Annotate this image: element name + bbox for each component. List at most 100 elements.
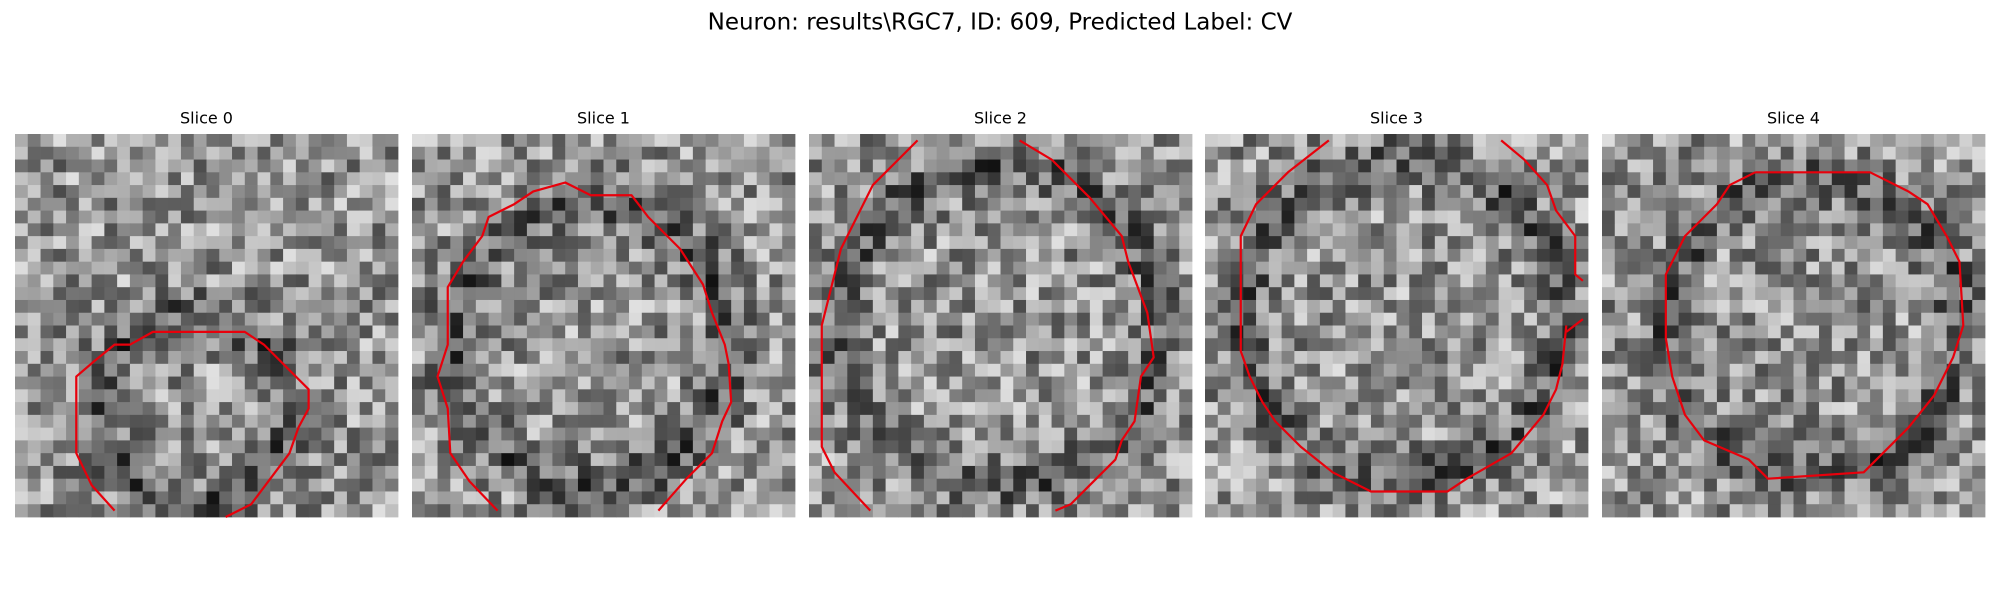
pixel xyxy=(860,210,874,224)
pixel xyxy=(834,453,848,467)
pixel xyxy=(629,414,643,429)
pixel xyxy=(718,299,732,314)
pixel xyxy=(257,402,271,416)
pixel xyxy=(412,248,426,263)
pixel xyxy=(424,491,438,505)
pixel xyxy=(616,478,630,492)
pixel xyxy=(987,402,1001,416)
pixel xyxy=(1140,134,1155,148)
pixel xyxy=(334,491,348,505)
pixel xyxy=(1000,312,1014,326)
pixel xyxy=(590,504,604,518)
pixel xyxy=(1511,414,1525,429)
pixel xyxy=(962,376,976,390)
pixel xyxy=(923,197,938,211)
pixel xyxy=(66,172,80,186)
pixel xyxy=(1345,376,1359,390)
pixel xyxy=(104,453,118,467)
pixel xyxy=(539,312,553,326)
pixel xyxy=(1128,491,1142,505)
pixel xyxy=(1729,325,1743,339)
pixel xyxy=(53,185,67,199)
pixel xyxy=(692,312,707,326)
pixel xyxy=(1256,159,1270,173)
pixel xyxy=(346,427,361,441)
pixel xyxy=(346,338,361,352)
pixel xyxy=(104,287,118,301)
pixel xyxy=(1345,223,1359,237)
pixel xyxy=(1895,134,1909,148)
pixel xyxy=(1447,453,1461,467)
pixel xyxy=(1370,363,1385,377)
pixel xyxy=(847,236,861,250)
pixel xyxy=(206,491,220,505)
pixel xyxy=(949,414,963,429)
pixel xyxy=(257,351,271,365)
pixel xyxy=(552,389,566,403)
pixel xyxy=(66,210,80,224)
pixel xyxy=(1409,363,1423,377)
pixel xyxy=(1422,197,1436,211)
pixel xyxy=(1102,299,1116,314)
pixel xyxy=(590,134,604,148)
pixel xyxy=(1128,465,1142,480)
pixel xyxy=(1549,146,1563,160)
pixel xyxy=(488,210,502,224)
pixel xyxy=(1678,389,1692,403)
pixel xyxy=(1511,427,1525,441)
pixel xyxy=(232,274,246,288)
pixel xyxy=(385,185,399,199)
pixel xyxy=(424,146,438,160)
pixel xyxy=(1422,274,1436,288)
pixel xyxy=(962,134,976,148)
pixel xyxy=(1755,402,1769,416)
pixel xyxy=(219,478,233,492)
pixel xyxy=(232,159,246,173)
pixel xyxy=(1217,414,1231,429)
pixel xyxy=(1243,376,1257,390)
pixel xyxy=(257,491,271,505)
pixel xyxy=(821,414,835,429)
pixel xyxy=(1460,338,1474,352)
pixel xyxy=(1000,491,1014,505)
pixel xyxy=(193,223,207,237)
pixel xyxy=(552,427,566,441)
pixel xyxy=(1870,312,1884,326)
pixel xyxy=(295,427,310,441)
pixel xyxy=(526,210,541,224)
pixel xyxy=(936,325,950,339)
pixel xyxy=(1921,338,1935,352)
pixel xyxy=(667,299,681,314)
pixel xyxy=(616,465,630,480)
pixel xyxy=(78,223,92,237)
pixel xyxy=(1102,274,1116,288)
pixel xyxy=(244,146,258,160)
pixel xyxy=(129,261,144,275)
pixel xyxy=(847,376,861,390)
pixel xyxy=(1064,210,1078,224)
pixel xyxy=(1217,172,1231,186)
pixel xyxy=(1933,236,1948,250)
pixel xyxy=(346,402,361,416)
pixel xyxy=(1921,248,1935,263)
pixel xyxy=(1000,440,1014,454)
pixel xyxy=(346,414,361,429)
pixel xyxy=(463,274,477,288)
pixel xyxy=(1640,465,1654,480)
pixel xyxy=(219,287,233,301)
pixel xyxy=(923,325,938,339)
pixel xyxy=(526,274,541,288)
pixel xyxy=(1844,248,1858,263)
pixel xyxy=(1089,504,1104,518)
pixel xyxy=(1013,427,1027,441)
pixel xyxy=(257,223,271,237)
pixel xyxy=(321,351,335,365)
pixel xyxy=(437,504,451,518)
pixel xyxy=(987,414,1001,429)
pixel xyxy=(1895,402,1909,416)
pixel xyxy=(1077,210,1091,224)
pixel xyxy=(847,478,861,492)
pixel xyxy=(834,274,848,288)
pixel xyxy=(168,338,182,352)
pixel xyxy=(1102,325,1116,339)
